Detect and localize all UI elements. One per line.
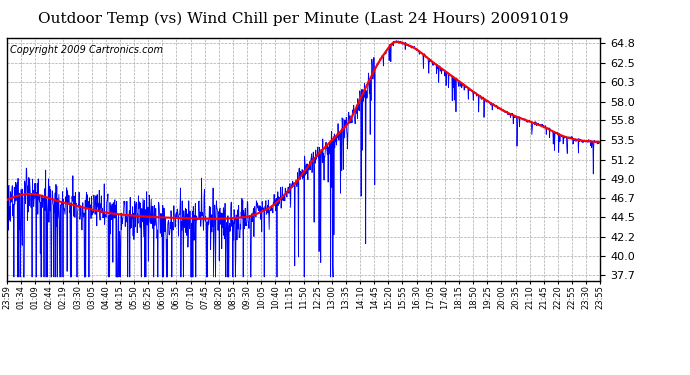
Text: Copyright 2009 Cartronics.com: Copyright 2009 Cartronics.com	[10, 45, 163, 55]
Text: Outdoor Temp (vs) Wind Chill per Minute (Last 24 Hours) 20091019: Outdoor Temp (vs) Wind Chill per Minute …	[38, 11, 569, 26]
